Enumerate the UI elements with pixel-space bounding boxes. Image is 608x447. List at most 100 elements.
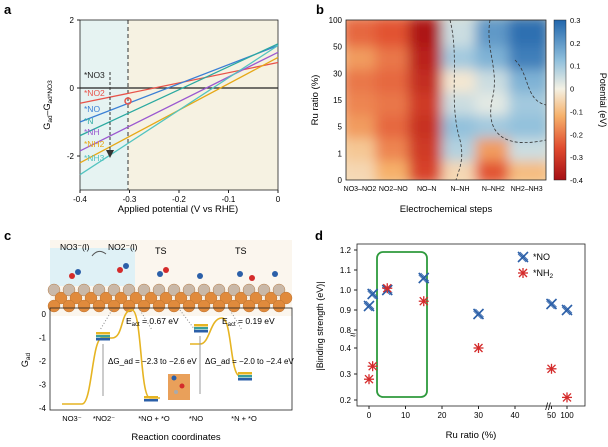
- c-ytick: -3: [39, 381, 47, 390]
- c-xlabel: Reaction coordinates: [131, 432, 220, 443]
- d-xlabel: Ru ratio (%): [446, 430, 497, 441]
- panel-c-letter: c: [4, 228, 11, 243]
- b-xtick: NO2–NO: [379, 186, 408, 193]
- molecule-atom: [249, 275, 255, 281]
- molecule-atom: [123, 263, 129, 269]
- d-ytick: 1.0: [340, 286, 352, 295]
- b-ytick: 1: [338, 149, 343, 158]
- c-ytick: 0: [42, 310, 47, 319]
- panel-b-letter: b: [316, 2, 324, 17]
- contour-2: [488, 20, 546, 143]
- b-xtick: NO–N: [417, 186, 436, 193]
- c-xcat: *NO2⁻: [93, 414, 115, 423]
- region-left: [80, 20, 128, 190]
- slab-atom: [129, 291, 143, 305]
- d-xtick: 30: [474, 411, 483, 420]
- cbar-tick: -0.2: [570, 130, 583, 139]
- panel-a-letter: a: [4, 2, 12, 17]
- legend-no-label: *NO: [533, 252, 550, 262]
- nh2-point: [473, 343, 484, 353]
- slab-atom: [197, 299, 211, 313]
- slab-atom: [257, 299, 271, 313]
- molecule-atom: [117, 267, 123, 273]
- d-xtick: 100: [560, 411, 574, 420]
- c-ytick: -2: [39, 357, 47, 366]
- nh2-point: [418, 296, 429, 307]
- nh2-point: [562, 392, 572, 403]
- b-ytick: 15: [333, 96, 342, 105]
- cbar-tick: -0.3: [570, 153, 583, 162]
- slab-atom: [182, 283, 196, 297]
- series-line-NH: [79, 51, 279, 152]
- d-xtick: 40: [511, 411, 520, 420]
- cbar-tick: 0.3: [570, 16, 580, 25]
- slab-atom: [54, 291, 68, 305]
- a-xtick: -0.1: [222, 195, 236, 204]
- d-ytick: 1.1: [340, 266, 352, 275]
- molecule-atom: [163, 267, 169, 273]
- a-xtick: -0.4: [73, 195, 87, 204]
- d-ytick: 0.4: [340, 344, 352, 353]
- slab-atom: [84, 291, 98, 305]
- slab-atom: [279, 291, 293, 305]
- cbar-tick: -0.1: [570, 107, 583, 116]
- a-lines: [79, 43, 279, 176]
- panel-a: a *NO3 *NO2 *NO *N*NH *NH2 *NH3 -0.4 -0.3 -0.2 -…: [4, 2, 281, 215]
- series-line-N: [79, 43, 279, 137]
- slab-atom: [242, 283, 256, 297]
- c-label-no2: NO2⁻(l): [108, 242, 138, 252]
- slab-atom: [99, 291, 113, 305]
- b-ylabel: Ru ratio (%): [310, 75, 321, 126]
- a-ytick: 2: [70, 16, 75, 25]
- species-label-4: *NH: [84, 127, 100, 137]
- c-label-no3: NO3⁻(l): [60, 242, 90, 252]
- slab-atom: [114, 291, 128, 305]
- slab-atom: [92, 299, 106, 313]
- c-dg1: ΔG_ad = −2.3 to −2.6 eV: [108, 357, 197, 366]
- species-label-5: *NH2: [84, 139, 105, 149]
- inset-structure: [168, 374, 190, 400]
- energy-path: [62, 309, 250, 405]
- slab-atom: [264, 291, 278, 305]
- slab-atom: [152, 299, 166, 313]
- molecule-atom: [197, 273, 203, 279]
- highlight-box: [376, 251, 428, 398]
- legend-nh2-marker: [518, 268, 528, 278]
- c-xcat: *N + *O: [231, 414, 257, 423]
- a-xtick: 0: [276, 195, 281, 204]
- a-xtick: -0.3: [123, 195, 137, 204]
- slab-atom: [204, 291, 218, 305]
- x-axis-break: //: [545, 402, 551, 413]
- slab-atom: [107, 283, 121, 297]
- d-xtick: 50: [547, 411, 556, 420]
- slab-atom: [234, 291, 248, 305]
- arrow-curve: [91, 250, 107, 257]
- b-ytick: 5: [338, 123, 343, 132]
- panel-c: c NO3⁻(l) NO2⁻(l) TS TS 0 -1 -2 -3 -4 NO3⁻ *NO…: [4, 228, 294, 443]
- species-label-1: *NO2: [84, 88, 105, 98]
- molecule-atom: [272, 271, 278, 277]
- d-xtick: 20: [438, 411, 447, 420]
- slab-atom: [174, 291, 188, 305]
- nh2-point: [546, 363, 557, 374]
- d-xtick: 0: [367, 411, 372, 420]
- cbar-tick: 0.2: [570, 39, 580, 48]
- c-label-ts2: TS: [235, 246, 247, 256]
- slab-atom: [47, 283, 61, 297]
- marker-circle: [124, 97, 132, 105]
- b-xtick: N–NH: [450, 186, 469, 193]
- d-ytick: 0.2: [340, 396, 352, 405]
- c-dg2: ΔG_ad = −2.0 to −2.4 eV: [205, 357, 294, 366]
- b-ytick: 30: [333, 69, 342, 78]
- cbar-label: Potential (eV): [598, 73, 608, 128]
- slab-atom: [77, 283, 91, 297]
- slab-atom: [219, 291, 233, 305]
- b-xlabel: Electrochemical steps: [400, 204, 493, 215]
- nh2-point: [382, 283, 393, 294]
- c-ylabel: Gad: [20, 352, 32, 367]
- molecule-atom: [75, 269, 81, 275]
- slab-atom: [257, 283, 271, 297]
- d-ylabel: |Binding strength (eV)|: [315, 281, 325, 370]
- d-xtick: 10: [401, 411, 410, 420]
